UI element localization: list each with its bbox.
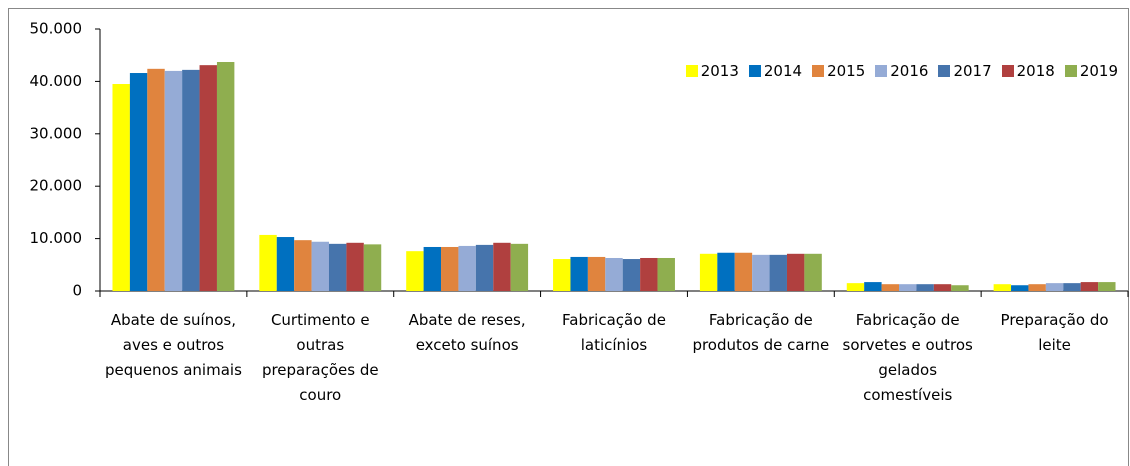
bar <box>570 256 588 291</box>
bar <box>441 246 459 291</box>
bar <box>899 284 917 291</box>
bar <box>640 257 658 291</box>
bar <box>328 243 347 291</box>
bar <box>605 257 623 291</box>
legend-label: 2018 <box>1016 62 1055 80</box>
x-tick-label: Abate de suínos, aves e outros pequenos … <box>104 311 242 379</box>
y-tick-label: 10.000 <box>30 229 83 247</box>
bar <box>363 244 382 291</box>
legend-item: 2018 <box>1001 62 1055 80</box>
x-tick-label: Curtimento e outras preparações de couro <box>261 311 379 404</box>
legend-item: 2013 <box>685 62 739 80</box>
y-tick-label: 20.000 <box>30 177 83 195</box>
bar <box>182 69 200 291</box>
legend-item: 2014 <box>748 62 803 80</box>
bar <box>406 251 424 291</box>
bar <box>786 253 805 291</box>
legend-swatch <box>812 65 825 77</box>
legend-swatch <box>1001 65 1014 77</box>
legend-label: 2019 <box>1079 62 1118 80</box>
bar <box>147 68 165 291</box>
legend-item: 2016 <box>875 62 928 80</box>
bar <box>1063 283 1081 291</box>
bar <box>734 252 753 291</box>
bar <box>1080 282 1099 291</box>
legend-swatch <box>1064 65 1077 77</box>
legend-label: 2017 <box>953 62 992 80</box>
bar <box>752 254 770 291</box>
y-tick-label: 30.000 <box>30 124 83 142</box>
legend-swatch <box>748 65 761 77</box>
bar <box>199 65 217 291</box>
bar <box>993 284 1012 291</box>
bar <box>846 283 865 291</box>
y-tick-label: 0 <box>72 282 82 300</box>
legend: 2013 2014 2015 2016 2017 2018 2019 <box>685 62 1118 80</box>
bar <box>294 240 312 291</box>
bar <box>881 284 900 291</box>
bar <box>493 242 511 291</box>
bar <box>951 285 969 291</box>
bar <box>1045 283 1064 291</box>
bar <box>458 245 476 291</box>
bar <box>657 257 675 291</box>
legend-swatch <box>938 65 951 77</box>
x-tick-label: Fabricação de laticínios <box>562 311 666 354</box>
legend-label: 2013 <box>700 62 739 80</box>
bar <box>216 62 235 292</box>
legend-item: 2017 <box>938 62 992 80</box>
bar <box>933 284 952 291</box>
bar <box>553 259 571 291</box>
bar <box>864 282 882 291</box>
bar <box>916 284 934 291</box>
legend-swatch <box>875 65 888 77</box>
bar <box>276 237 295 291</box>
legend-label: 2014 <box>763 62 803 80</box>
bar <box>587 256 606 291</box>
bar <box>346 242 364 291</box>
y-tick-label: 50.000 <box>30 20 83 38</box>
bar <box>510 243 529 291</box>
x-tick-label: Fabricação de sorvetes e outros gelados … <box>842 311 973 404</box>
x-tick-label: Abate de reses, exceto suínos <box>408 311 526 354</box>
bar <box>1011 285 1029 291</box>
bar <box>475 244 494 291</box>
legend-item: 2015 <box>812 62 865 80</box>
bar <box>259 234 277 291</box>
legend-item: 2019 <box>1064 62 1118 80</box>
bar <box>1098 282 1116 291</box>
y-tick-label: 40.000 <box>30 72 83 90</box>
bar <box>699 253 718 291</box>
x-tick-label: Fabricação de produtos de carne <box>692 311 830 354</box>
chart-border <box>8 8 1129 466</box>
bar <box>112 84 130 292</box>
bar <box>129 73 148 292</box>
legend-label: 2015 <box>827 62 866 80</box>
bar <box>804 253 822 291</box>
bar <box>1028 284 1046 291</box>
bar <box>164 70 183 291</box>
bar <box>717 252 735 291</box>
bar <box>423 246 442 291</box>
legend-label: 2016 <box>890 62 929 80</box>
bar <box>311 241 329 291</box>
bar <box>769 254 787 291</box>
bar <box>622 259 641 291</box>
legend-swatch <box>685 65 698 77</box>
x-tick-label: Preparação do leite <box>1000 311 1109 354</box>
